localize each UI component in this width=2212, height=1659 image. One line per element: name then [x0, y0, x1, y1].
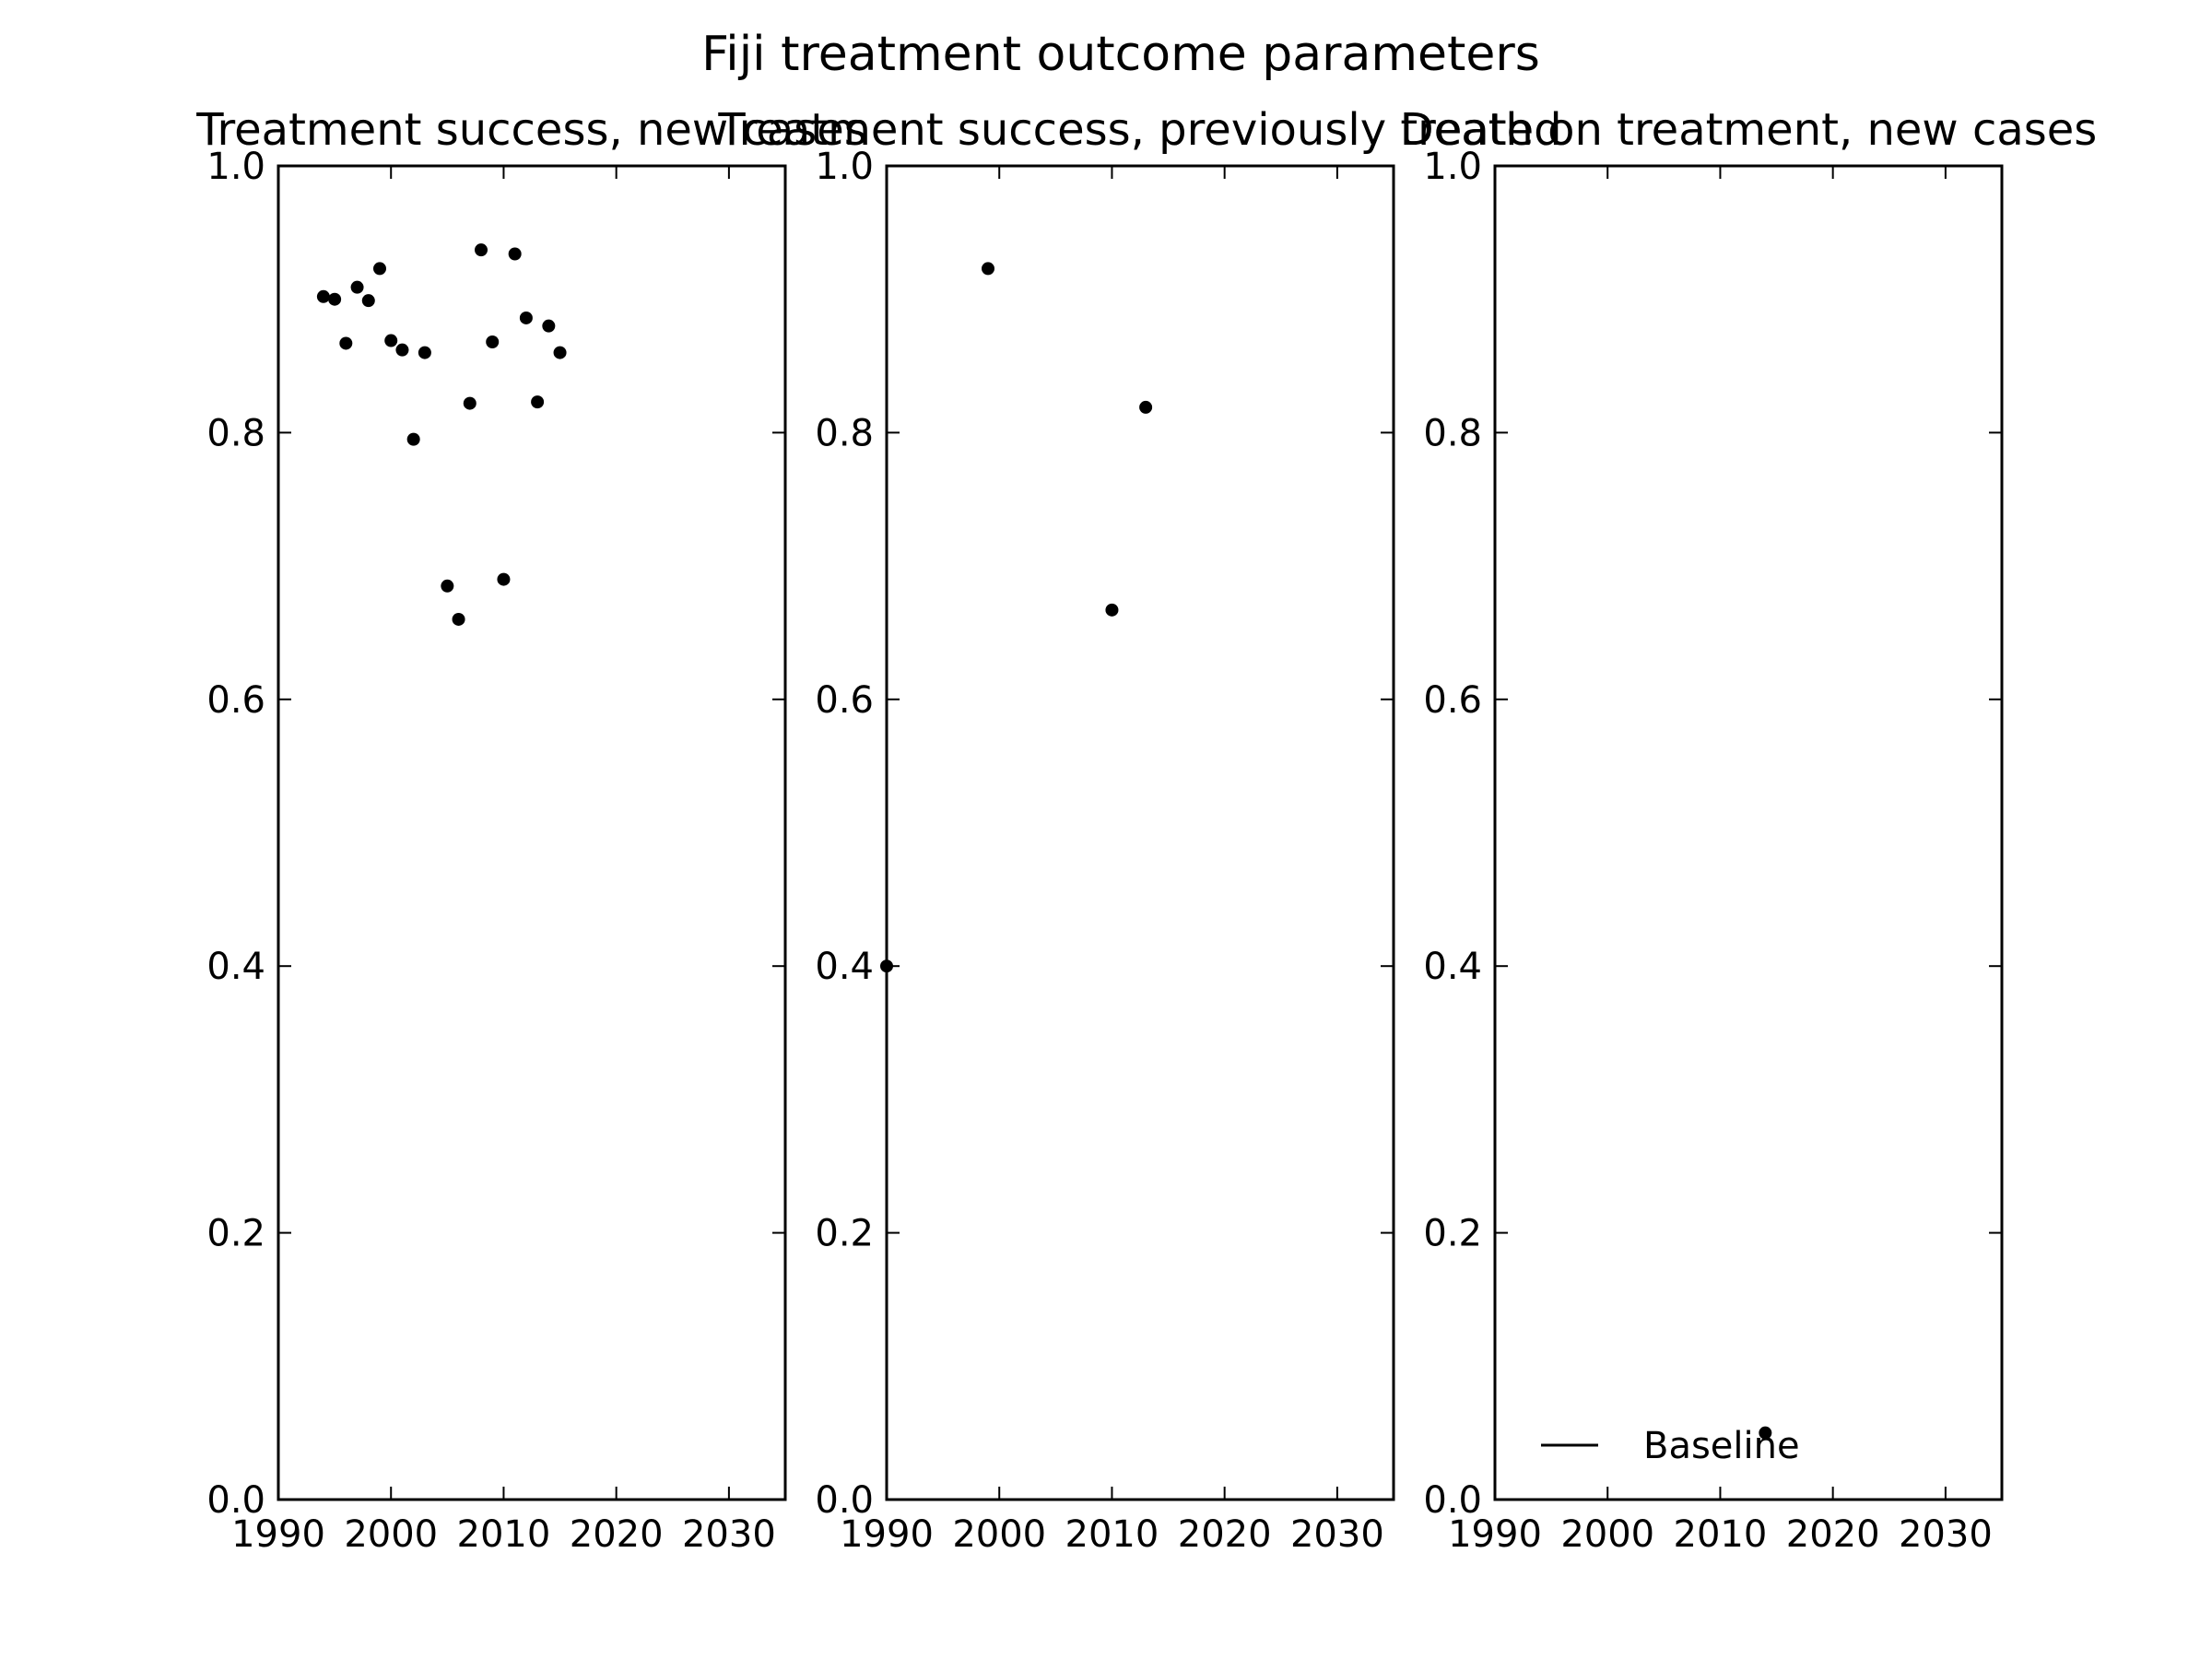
data-point: [508, 247, 522, 261]
data-point: [373, 262, 386, 276]
y-tick-label: 0.8: [206, 412, 265, 454]
data-point: [1139, 400, 1153, 414]
data-point: [475, 243, 488, 257]
x-tick-label: 2000: [344, 1513, 438, 1556]
y-tick-label: 0.4: [1423, 946, 1482, 988]
data-point: [328, 292, 342, 306]
x-tick-label: 1990: [840, 1513, 934, 1556]
y-tick-label: 1.0: [1423, 146, 1482, 188]
y-tick-label: 0.0: [206, 1479, 265, 1522]
data-point: [395, 343, 409, 357]
data-point: [1759, 1426, 1772, 1440]
data-point: [486, 335, 500, 349]
x-tick-label: 2020: [1178, 1513, 1272, 1556]
y-tick-label: 0.2: [1423, 1213, 1482, 1255]
y-tick-label: 0.6: [1423, 679, 1482, 722]
y-tick-label: 0.6: [206, 679, 265, 722]
panel-title: Death on treatment, new cases: [1400, 104, 2098, 156]
data-point: [316, 289, 330, 303]
figure-title: Fiji treatment outcome parameters: [701, 27, 1540, 82]
legend-label: Baseline: [1643, 1425, 1800, 1467]
data-point: [384, 334, 398, 347]
x-tick-label: 2020: [570, 1513, 664, 1556]
x-tick-label: 2020: [1786, 1513, 1880, 1556]
y-tick-label: 1.0: [815, 146, 874, 188]
x-tick-label: 2010: [1065, 1513, 1159, 1556]
x-tick-label: 1990: [231, 1513, 325, 1556]
y-tick-label: 0.6: [815, 679, 874, 722]
panel-3: Death on treatment, new cases 1990 2000 201…: [1400, 104, 2098, 1556]
x-tick-label: 2010: [457, 1513, 551, 1556]
x-tick-label: 2000: [1560, 1513, 1654, 1556]
x-tick-label: 2030: [1899, 1513, 1993, 1556]
y-tick-label: 0.4: [815, 946, 874, 988]
data-point: [542, 319, 556, 333]
data-point: [531, 395, 545, 409]
x-tick-label: 2030: [1290, 1513, 1384, 1556]
data-point: [452, 612, 465, 626]
panels: Treatment success, new cases 1990 2000 2010…: [195, 104, 2097, 1556]
panel-1: Treatment success, new cases 1990 2000 2010…: [195, 104, 867, 1556]
data-point: [350, 280, 364, 294]
data-point: [982, 262, 994, 276]
y-tick-label: 0.8: [815, 412, 874, 454]
data-point: [441, 579, 454, 593]
data-point: [361, 294, 375, 308]
x-tick-label: 2010: [1674, 1513, 1768, 1556]
panel-title: Treatment success, previously treated: [717, 104, 1561, 156]
data-point: [497, 572, 511, 586]
axes-frame: [885, 164, 1395, 1501]
axes-frame: [1493, 164, 2004, 1501]
data-point: [1105, 603, 1119, 617]
x-tick-label: 1990: [1448, 1513, 1542, 1556]
y-tick-label: 0.2: [815, 1213, 874, 1255]
y-tick-label: 1.0: [206, 146, 265, 188]
y-tick-label: 0.8: [1423, 412, 1482, 454]
panel-title: Treatment success, new cases: [195, 104, 867, 156]
y-tick-label: 0.4: [206, 946, 265, 988]
data-point: [463, 396, 477, 410]
x-tick-label: 2030: [682, 1513, 776, 1556]
axes-frame: [276, 164, 787, 1501]
data-point: [339, 336, 353, 350]
data-point: [418, 346, 431, 359]
panel-2: Treatment success, previously treated 199…: [717, 104, 1561, 1556]
data-point: [519, 311, 533, 324]
x-tick-label: 2000: [952, 1513, 1046, 1556]
data-point: [553, 346, 567, 359]
y-tick-label: 0.0: [1423, 1479, 1482, 1522]
data-point: [880, 959, 893, 973]
y-tick-label: 0.0: [815, 1479, 874, 1522]
y-tick-label: 0.2: [206, 1213, 265, 1255]
data-point: [406, 432, 420, 446]
